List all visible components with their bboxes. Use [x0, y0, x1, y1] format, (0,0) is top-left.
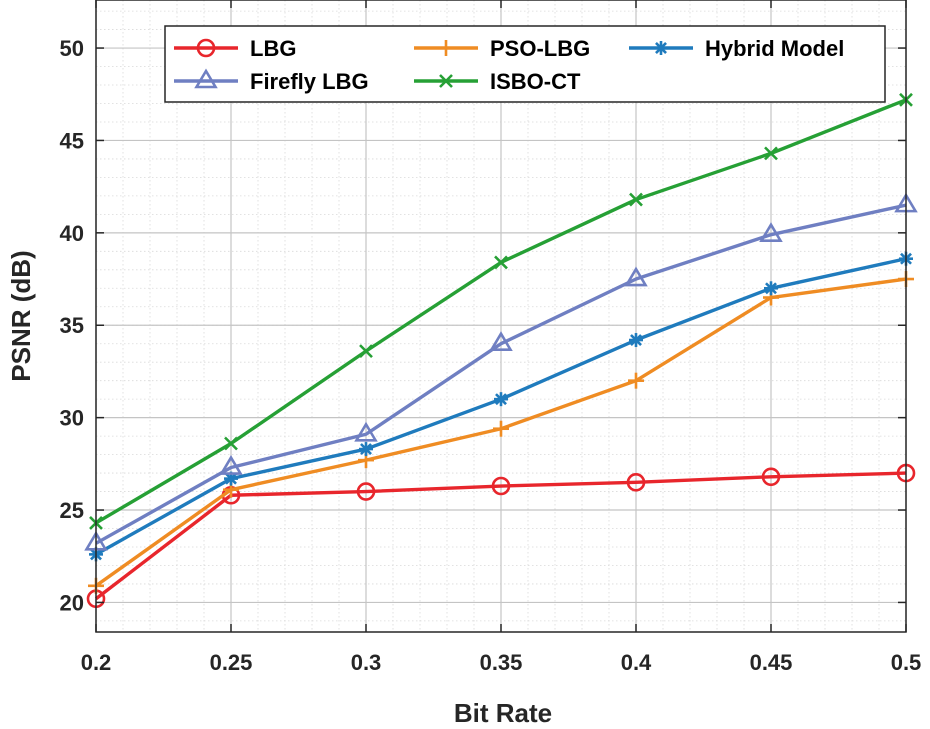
- legend-label: PSO-LBG: [490, 36, 590, 61]
- series-group: [84, 92, 918, 609]
- legend-label: Hybrid Model: [705, 36, 844, 61]
- data-point-firefly-lbg: [219, 454, 243, 475]
- data-point-hybrid-model: [224, 471, 238, 486]
- y-axis-label: PSNR (dB): [6, 250, 36, 381]
- legend-marker: [196, 38, 216, 58]
- legend-item-isbo-ct: ISBO-CT: [414, 69, 581, 94]
- tick-labels: 0.2 0.25 0.3 0.35 0.4 0.45 0.5 20 25 30 35 40 45 50: [60, 0, 922, 675]
- data-point-firefly-lbg: [759, 222, 783, 242]
- x-tick-label: 0.25: [210, 650, 253, 675]
- y-tick-label: 20: [60, 590, 84, 615]
- legend-label: ISBO-CT: [490, 69, 581, 94]
- legend: LBG PSO-LBG Hybrid Model Firefly LBG ISBO-CT: [164, 25, 886, 103]
- legend-label: LBG: [250, 36, 296, 61]
- data-point-hybrid-model: [494, 392, 508, 407]
- x-tick-label: 0.3: [351, 650, 382, 675]
- data-point-lbg: [626, 473, 646, 492]
- data-point-lbg: [356, 482, 376, 501]
- x-tick-label: 0.2: [81, 650, 112, 675]
- data-point-firefly-lbg: [624, 266, 648, 287]
- x-tick-label: 0.45: [750, 650, 793, 675]
- series-line-firefly-lbg: [95, 203, 907, 545]
- legend-marker: [654, 41, 668, 55]
- data-point-hybrid-model: [764, 281, 778, 296]
- data-point-isbo-ct: [224, 436, 238, 451]
- data-point-firefly-lbg: [489, 331, 513, 352]
- legend-marker: [439, 74, 453, 88]
- data-point-hybrid-model: [359, 442, 373, 457]
- y-tick-label: 50: [60, 36, 84, 61]
- x-tick-label: 0.35: [480, 650, 523, 675]
- y-tick-label: 40: [60, 221, 84, 246]
- data-point-isbo-ct: [629, 192, 643, 207]
- data-point-firefly-lbg: [354, 421, 378, 442]
- y-tick-label: 30: [60, 406, 84, 431]
- y-tick-label: 35: [60, 313, 84, 338]
- x-axis-label: Bit Rate: [454, 698, 552, 728]
- data-point-isbo-ct: [359, 344, 373, 359]
- data-point-isbo-ct: [764, 146, 778, 161]
- data-point-hybrid-model: [629, 333, 643, 348]
- legend-label: Firefly LBG: [250, 69, 369, 94]
- series-pso-lbg: [88, 271, 914, 594]
- legend-item-hybrid-model: Hybrid Model: [629, 36, 844, 61]
- legend-marker: [438, 40, 454, 56]
- data-point-lbg: [491, 476, 511, 496]
- legend-item-lbg: LBG: [174, 36, 296, 61]
- series-isbo-ct: [89, 92, 913, 530]
- x-tick-label: 0.5: [891, 650, 922, 675]
- data-point-isbo-ct: [494, 255, 508, 270]
- y-tick-label: 25: [60, 498, 84, 523]
- data-point-pso-lbg: [628, 372, 644, 389]
- legend-box: [164, 25, 886, 103]
- x-tick-label: 0.4: [621, 650, 652, 675]
- legend-item-firefly-lbg: Firefly LBG: [174, 68, 369, 94]
- legend-marker: [194, 68, 218, 89]
- data-point-pso-lbg: [493, 420, 509, 437]
- legend-item-pso-lbg: PSO-LBG: [414, 36, 590, 61]
- data-point-lbg: [761, 467, 781, 487]
- y-tick-label: 45: [60, 128, 84, 153]
